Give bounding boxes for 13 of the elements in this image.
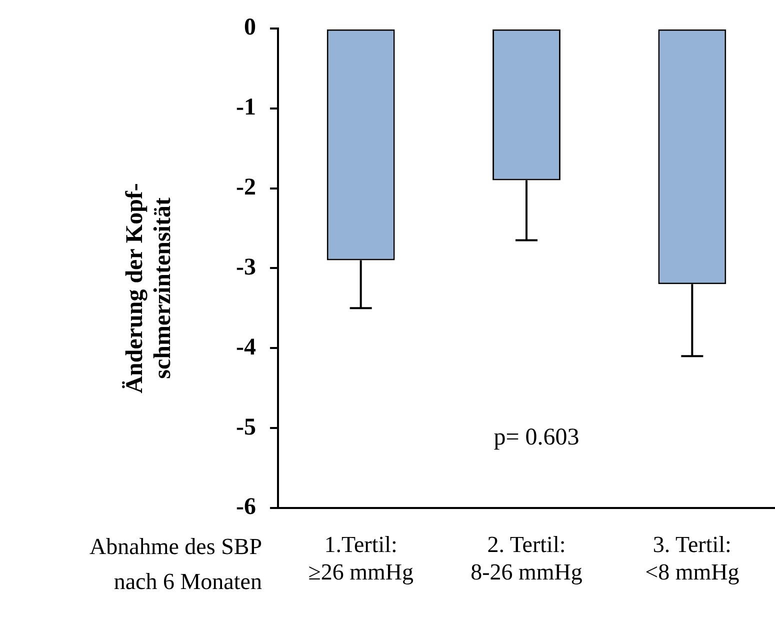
x-axis-title: Abnahme des SBP nach 6 Monaten: [90, 534, 262, 594]
y-tick-label: -6: [236, 494, 256, 520]
annotation: p= 0.603: [494, 424, 580, 450]
y-tick-label: -2: [236, 174, 256, 200]
y-tick-label: -1: [236, 94, 256, 121]
y-tick-label: -3: [236, 254, 256, 280]
x-tick-label: 1.Tertil: ≥26 mmHg: [308, 532, 414, 584]
x-tick-label: 2. Tertil: 8-26 mmHg: [470, 532, 583, 584]
x-tick-label: 3. Tertil: <8 mmHg: [645, 532, 740, 584]
y-tick-label: 0: [244, 14, 256, 41]
y-tick-label: -5: [236, 414, 256, 440]
y-axis-title: Änderung der Kopf- schmerzintensität: [122, 183, 176, 394]
y-tick-label: -4: [236, 334, 256, 360]
